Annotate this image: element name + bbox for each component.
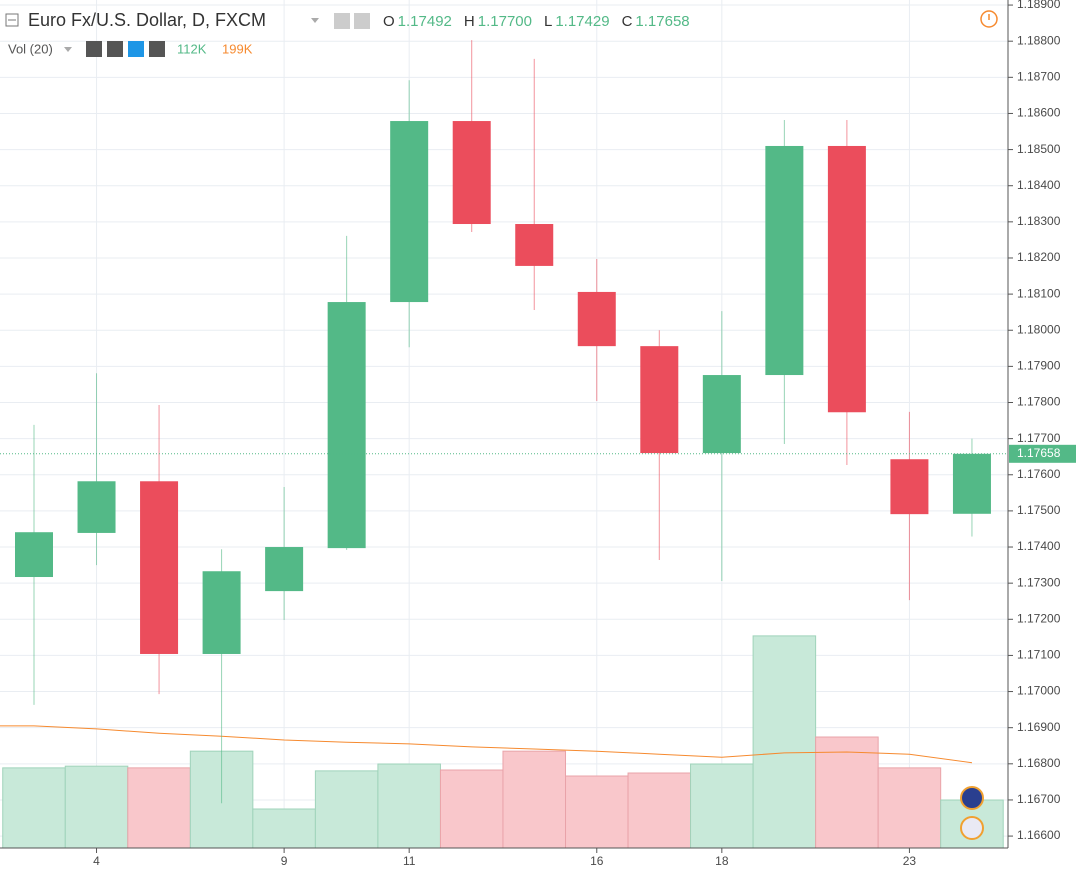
y-tick-label: 1.16900 [1017,720,1061,734]
volume-bar [627,772,692,849]
volume-ma-line [0,725,973,764]
y-tick-label: 1.18300 [1017,214,1061,228]
volume-bar [377,763,441,849]
us-flag-icon[interactable] [960,816,984,840]
volume-ma-value: 199K [222,41,253,56]
y-tick-label: 1.18700 [1017,69,1061,83]
candle-body [265,547,304,592]
close-icon[interactable] [149,41,165,57]
x-tick-label: 18 [715,854,729,868]
ohlc-value: 1.17658 [635,13,689,30]
volume-bar [690,763,754,849]
ohlc-value: 1.17492 [398,13,452,30]
y-tick-label: 1.18200 [1017,250,1061,264]
ohlc-key: O [383,13,395,30]
y-tick-label: 1.17600 [1017,467,1061,481]
candle-body [765,145,804,376]
y-tick-label: 1.17900 [1017,359,1061,373]
ohlc-key: H [464,13,475,30]
volume-bar [252,808,316,849]
volume-bar [815,736,879,849]
candle-body [890,459,929,515]
volume-bar [127,767,191,849]
ohlc-key: L [544,13,552,30]
x-tick-label: 23 [903,854,917,868]
candle-body [202,571,241,654]
x-tick-label: 11 [403,854,416,868]
volume-bar [565,775,629,849]
candle-body [515,224,554,266]
x-tick-label: 16 [590,854,604,868]
y-tick-label: 1.16800 [1017,756,1061,770]
candle-body [327,302,366,549]
eu-flag-icon[interactable] [960,786,984,810]
y-tick-label: 1.18400 [1017,178,1061,192]
y-tick-label: 1.18900 [1017,0,1061,11]
volume-bar [877,767,942,849]
x-tick-label: 9 [281,854,288,868]
y-tick-label: 1.17500 [1017,503,1061,517]
last-price-label: 1.17658 [1017,446,1061,460]
y-tick-label: 1.17100 [1017,648,1061,662]
volume-bar [439,769,504,849]
y-tick-label: 1.18000 [1017,322,1061,336]
candle-body [77,481,116,533]
y-tick-label: 1.17400 [1017,539,1061,553]
ohlc-value: 1.17700 [478,13,532,30]
add-icon[interactable] [128,41,144,57]
volume-title: Vol (20) [8,41,53,56]
volume-value: 112K [177,41,207,56]
axes: 1.18900 1.18800 1.18700 1.18600 1.18500 1.184… [93,0,1076,868]
settings-icon[interactable] [107,41,123,57]
x-tick-label: 4 [93,854,100,868]
dropdown-arrow[interactable] [64,47,72,52]
candle-body [140,481,179,654]
alert-icon[interactable] [980,10,998,28]
y-tick-label: 1.17800 [1017,395,1061,409]
y-tick-label: 1.18800 [1017,33,1061,47]
volume-bar [502,750,567,849]
candle-body [390,121,429,303]
volume-bar [752,635,817,849]
y-tick-label: 1.17300 [1017,575,1061,589]
chart-title: Euro Fx/U.S. Dollar, D, FXCM [28,10,266,30]
last-price-box [1009,444,1076,463]
y-tick-label: 1.17000 [1017,684,1061,698]
candle-body [452,121,491,225]
candle-body [827,145,866,413]
volume-bar [64,765,129,849]
candle-body [952,453,991,514]
ohlc-key: C [622,13,633,30]
header: Euro Fx/U.S. Dollar, D, FXCM O 1.17492 H 1.… [5,10,998,840]
y-tick-label: 1.17700 [1017,431,1061,445]
y-tick-label: 1.17200 [1017,611,1061,625]
candle-body [702,375,741,454]
volume-bar [2,767,66,849]
y-tick-label: 1.16700 [1017,792,1061,806]
y-tick-label: 1.18500 [1017,142,1061,156]
volume-pane [0,635,1004,849]
y-tick-label: 1.18100 [1017,286,1061,300]
candle-body [640,346,679,454]
y-tick-label: 1.18600 [1017,106,1061,120]
eye-icon[interactable] [334,13,350,29]
candles [0,40,1008,804]
collapse-icon[interactable] [5,13,19,27]
dropdown-arrow[interactable] [311,18,319,23]
eye-icon[interactable] [86,41,102,57]
y-tick-label: 1.16600 [1017,828,1061,842]
candle-body [15,532,53,578]
settings-icon[interactable] [354,13,370,29]
candle-body [577,291,616,347]
ohlc-value: 1.17429 [555,13,609,30]
volume-bar [314,770,379,849]
